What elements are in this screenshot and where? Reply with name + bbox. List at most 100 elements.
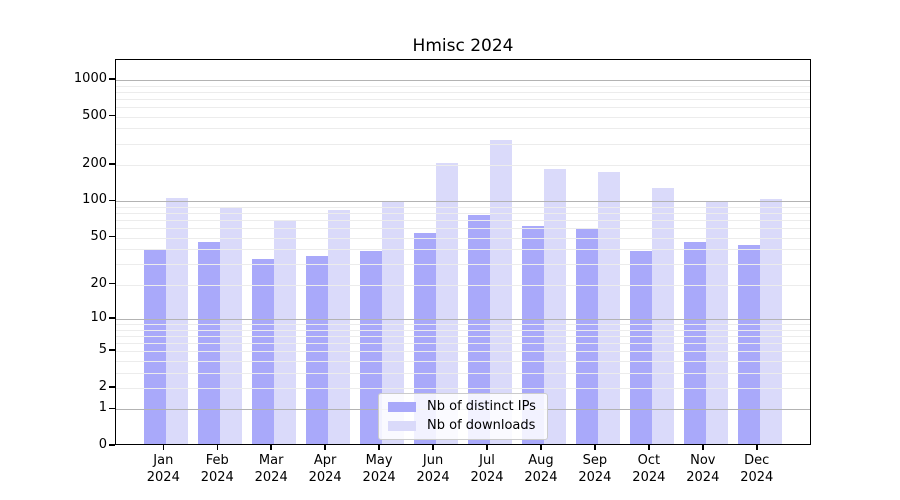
gridline-800 xyxy=(116,91,810,93)
x-tick-mark xyxy=(756,445,758,450)
gridline-10 xyxy=(116,318,810,320)
x-tick-label-jun: Jun 2024 xyxy=(416,453,450,485)
y-tick-label: 5 xyxy=(98,342,107,358)
x-tick-label-aug: Aug 2024 xyxy=(524,453,558,485)
bar-sep-downloads xyxy=(597,172,620,444)
gridline-200 xyxy=(116,165,810,166)
x-tick-label-oct: Oct 2024 xyxy=(632,453,666,485)
y-tick-mark xyxy=(109,282,115,285)
y-tick-label: 100 xyxy=(82,192,107,208)
gridline-700 xyxy=(116,98,810,100)
y-tick-mark xyxy=(109,114,115,117)
bar-jan-distinct-ips xyxy=(144,249,167,444)
gridline-100 xyxy=(116,201,810,203)
x-tick-mark xyxy=(162,445,165,450)
y-tick-label: 500 xyxy=(82,107,107,123)
bar-aug-downloads xyxy=(543,168,566,444)
bar-dec-distinct-ips xyxy=(737,244,760,444)
gridline-1000 xyxy=(116,79,810,81)
gridline-60 xyxy=(116,228,810,230)
gridline-6 xyxy=(116,342,810,344)
bar-jan-downloads xyxy=(166,197,189,444)
x-tick-mark xyxy=(324,445,326,450)
y-tick-mark xyxy=(109,163,115,165)
bar-jul-downloads xyxy=(490,139,512,444)
gridline-40 xyxy=(116,249,810,251)
y-tick-mark xyxy=(109,78,115,80)
x-tick-label-jan: Jan 2024 xyxy=(146,453,180,485)
gridline-50 xyxy=(116,237,810,239)
x-tick-mark xyxy=(270,445,272,450)
gridline-3 xyxy=(116,372,810,374)
bar-may-downloads xyxy=(382,200,405,444)
x-tick-mark xyxy=(540,445,542,450)
bar-aug-distinct-ips xyxy=(521,226,544,444)
x-tick-mark xyxy=(486,445,488,450)
x-tick-mark xyxy=(378,445,380,450)
gridline-8 xyxy=(116,329,810,331)
bar-mar-downloads xyxy=(274,219,297,444)
bar-jun-downloads xyxy=(436,163,459,444)
gridline-80 xyxy=(116,213,810,215)
legend-swatch-downloads xyxy=(388,420,416,431)
y-tick-label: 1000 xyxy=(73,70,107,86)
x-tick-mark xyxy=(648,445,650,450)
y-tick-label: 50 xyxy=(90,228,107,244)
x-tick-label-dec: Dec 2024 xyxy=(740,453,774,485)
y-tick-mark xyxy=(109,407,115,410)
y-tick-label: 200 xyxy=(82,156,107,171)
gridline-30 xyxy=(116,264,810,266)
legend-item-distinct-ips: Nb of distinct IPs xyxy=(388,399,536,414)
chart-title: Hmisc 2024 xyxy=(412,36,514,56)
gridline-300 xyxy=(116,143,810,145)
x-tick-label-may: May 2024 xyxy=(362,453,396,485)
gridline-4 xyxy=(116,360,810,362)
y-tick-label: 10 xyxy=(90,309,107,325)
y-tick-mark xyxy=(109,349,115,351)
y-tick-mark xyxy=(109,235,115,238)
bar-apr-distinct-ips xyxy=(306,255,329,444)
legend: Nb of distinct IPs Nb of downloads xyxy=(378,393,548,440)
x-tick-label-jul: Jul 2024 xyxy=(470,453,504,485)
gridline-500 xyxy=(116,116,810,118)
gridline-400 xyxy=(116,128,810,130)
y-tick-mark xyxy=(109,317,115,319)
legend-label-distinct-ips: Nb of distinct IPs xyxy=(427,399,536,414)
y-tick-mark xyxy=(109,386,115,388)
bar-feb-downloads xyxy=(220,206,243,444)
y-tick-label: 1 xyxy=(98,400,107,416)
gridline-600 xyxy=(116,106,810,108)
x-tick-label-nov: Nov 2024 xyxy=(686,453,720,485)
y-tick-mark xyxy=(109,199,115,202)
x-tick-mark xyxy=(702,445,704,450)
x-tick-label-mar: Mar 2024 xyxy=(254,453,288,485)
x-tick-mark xyxy=(594,445,596,450)
y-tick-label: 2 xyxy=(98,378,107,394)
x-tick-mark xyxy=(432,445,434,450)
legend-swatch-distinct-ips xyxy=(388,401,416,412)
x-tick-mark xyxy=(216,445,218,450)
y-tick-label: 0 xyxy=(98,437,107,452)
legend-label-downloads: Nb of downloads xyxy=(427,418,536,433)
bar-dec-downloads xyxy=(759,199,782,444)
legend-item-downloads: Nb of downloads xyxy=(388,418,536,433)
x-tick-label-sep: Sep 2024 xyxy=(578,453,612,485)
x-tick-label-feb: Feb 2024 xyxy=(200,453,234,485)
x-tick-label-apr: Apr 2024 xyxy=(308,453,342,485)
bar-may-distinct-ips xyxy=(360,251,383,444)
gridline-9 xyxy=(116,324,810,325)
y-tick-mark xyxy=(109,444,115,446)
plot-area xyxy=(115,59,811,445)
gridline-90 xyxy=(116,206,810,208)
bar-oct-downloads xyxy=(651,188,674,444)
gridline-7 xyxy=(116,335,810,337)
bar-nov-downloads xyxy=(705,200,728,444)
gridline-2 xyxy=(116,387,810,389)
gridline-70 xyxy=(116,220,810,222)
y-tick-label: 20 xyxy=(90,275,107,291)
bar-oct-distinct-ips xyxy=(629,251,652,444)
gridline-900 xyxy=(116,85,810,87)
gridline-20 xyxy=(116,284,810,286)
bar-apr-downloads xyxy=(328,209,351,444)
